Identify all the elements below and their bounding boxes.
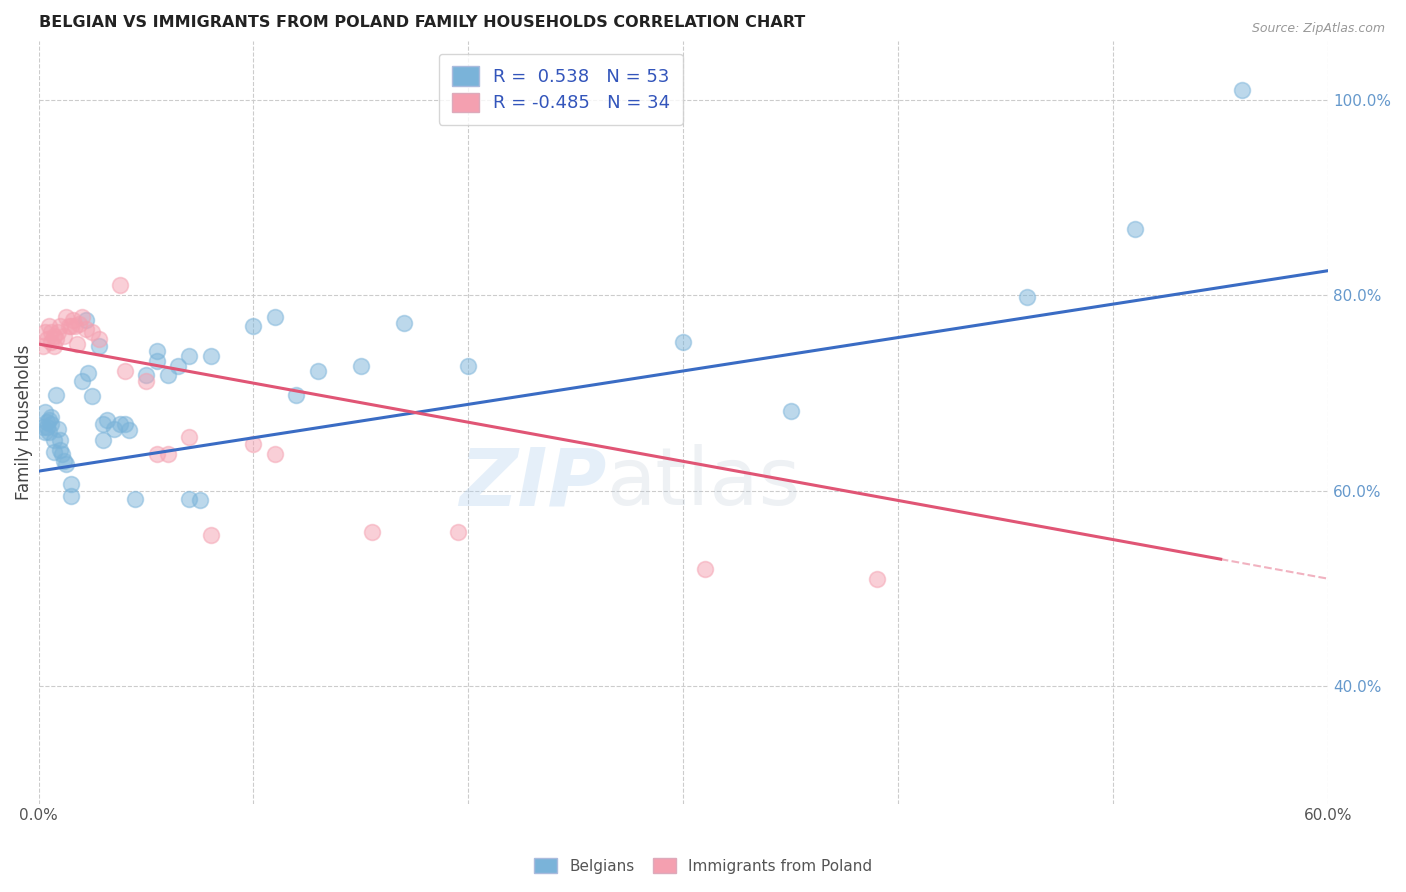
Point	[177, 349, 200, 363]
Point	[38, 413, 60, 427]
Text: BELGIAN VS IMMIGRANTS FROM POLAND FAMILY HOUSEHOLDS CORRELATION CHART: BELGIAN VS IMMIGRANTS FROM POLAND FAMILY…	[38, 15, 804, 30]
Point	[70, 310, 93, 324]
Legend: Belgians, Immigrants from Poland: Belgians, Immigrants from Poland	[527, 852, 879, 880]
Point	[77, 367, 100, 381]
Point	[96, 413, 118, 427]
Point	[135, 374, 157, 388]
Point	[693, 562, 716, 576]
Point	[55, 458, 77, 472]
Point	[672, 334, 695, 349]
Point	[53, 329, 76, 343]
Point	[110, 278, 132, 293]
Point	[42, 339, 65, 353]
Point	[59, 489, 82, 503]
Point	[779, 403, 801, 417]
Point	[264, 310, 287, 324]
Point	[285, 388, 308, 402]
Point	[392, 316, 415, 330]
Point	[457, 359, 479, 373]
Point	[45, 332, 67, 346]
Point	[91, 433, 114, 447]
Point	[124, 491, 146, 506]
Point	[145, 353, 167, 368]
Point	[31, 420, 53, 434]
Point	[41, 334, 63, 349]
Point	[34, 405, 56, 419]
Point	[264, 446, 287, 460]
Point	[188, 493, 211, 508]
Point	[82, 389, 104, 403]
Point	[49, 319, 72, 334]
Text: Source: ZipAtlas.com: Source: ZipAtlas.com	[1251, 22, 1385, 36]
Point	[46, 422, 69, 436]
Point	[156, 446, 179, 460]
Point	[135, 368, 157, 383]
Point	[37, 415, 59, 429]
Point	[34, 326, 56, 340]
Point	[67, 318, 90, 332]
Point	[82, 326, 104, 340]
Point	[114, 417, 136, 432]
Text: atlas: atlas	[606, 444, 800, 523]
Point	[45, 388, 67, 402]
Point	[31, 339, 53, 353]
Point	[350, 359, 373, 373]
Point	[177, 430, 200, 444]
Point	[75, 322, 97, 336]
Point	[145, 343, 167, 358]
Point	[59, 476, 82, 491]
Point	[53, 454, 76, 468]
Point	[118, 423, 141, 437]
Point	[66, 337, 89, 351]
Point	[41, 417, 63, 432]
Point	[200, 527, 222, 541]
Point	[63, 319, 86, 334]
Point	[38, 425, 60, 439]
Point	[1017, 290, 1039, 304]
Point	[41, 326, 63, 340]
Point	[156, 368, 179, 383]
Point	[49, 442, 72, 457]
Point	[87, 339, 110, 353]
Point	[58, 319, 80, 334]
Point	[242, 319, 264, 334]
Point	[167, 359, 190, 373]
Point	[70, 374, 93, 388]
Point	[307, 364, 329, 378]
Point	[38, 319, 60, 334]
Point	[1230, 83, 1253, 97]
Point	[177, 491, 200, 506]
Point	[46, 326, 69, 340]
Point	[145, 446, 167, 460]
Point	[55, 310, 77, 324]
Point	[360, 524, 382, 539]
Point	[87, 332, 110, 346]
Point	[42, 329, 65, 343]
Legend: R =  0.538   N = 53, R = -0.485   N = 34: R = 0.538 N = 53, R = -0.485 N = 34	[439, 54, 683, 125]
Point	[37, 332, 59, 346]
Point	[42, 433, 65, 447]
Point	[110, 417, 132, 432]
Point	[62, 312, 84, 326]
Point	[42, 444, 65, 458]
Point	[200, 349, 222, 363]
Point	[49, 433, 72, 447]
Point	[41, 410, 63, 425]
Y-axis label: Family Households: Family Households	[15, 344, 32, 500]
Text: ZIP: ZIP	[458, 444, 606, 523]
Point	[1123, 221, 1146, 235]
Point	[37, 420, 59, 434]
Point	[75, 312, 97, 326]
Point	[242, 436, 264, 450]
Point	[447, 524, 470, 539]
Point	[91, 417, 114, 432]
Point	[59, 319, 82, 334]
Point	[866, 572, 889, 586]
Point	[114, 364, 136, 378]
Point	[34, 425, 56, 439]
Point	[103, 422, 125, 436]
Point	[51, 446, 73, 460]
